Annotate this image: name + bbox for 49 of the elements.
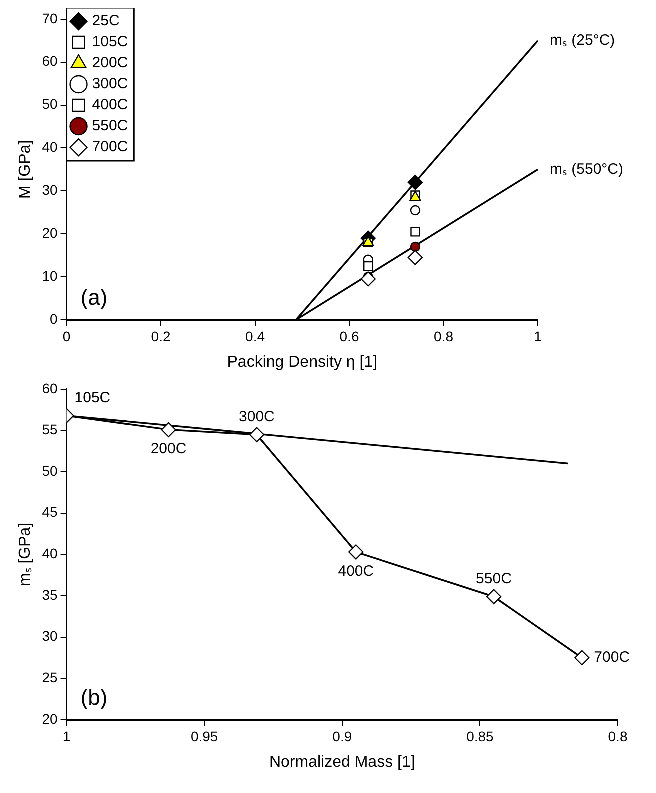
x-axis-title: Packing Density η [1] — [227, 354, 378, 371]
y-tick-label: 70 — [42, 10, 58, 26]
x-tick-label: 0 — [62, 328, 71, 344]
x-tick-label: 0.2 — [151, 328, 171, 344]
y-tick-label: 30 — [42, 628, 58, 644]
y-tick-label: 10 — [42, 268, 58, 284]
x-tick-label: 0.8 — [608, 728, 628, 744]
y-tick-label: 55 — [42, 422, 58, 438]
annotation: (b) — [80, 685, 108, 710]
x-tick-label: 1 — [534, 328, 542, 344]
x-tick-label: 0.95 — [190, 728, 218, 744]
legend-label: 550C — [92, 118, 128, 135]
legend-label: 25C — [92, 12, 120, 30]
y-tick-label: 0 — [50, 310, 58, 327]
y-tick-label: 50 — [42, 462, 58, 479]
y-tick-label: 35 — [42, 586, 58, 603]
annotation: (a) — [80, 285, 108, 310]
annotation: 700C — [594, 649, 630, 666]
y-axis-title: mₛ [GPa] — [17, 522, 34, 587]
y-axis-title: M [GPa] — [17, 140, 34, 200]
y-tick-label: 60 — [42, 53, 58, 70]
legend-label: 400C — [92, 96, 128, 114]
x-axis-title: Normalized Mass [1] — [269, 754, 416, 771]
y-tick-label: 40 — [42, 139, 58, 156]
x-tick-label: 0.6 — [340, 328, 360, 344]
x-tick-label: 0.4 — [246, 328, 266, 344]
y-tick-label: 25 — [42, 670, 58, 686]
y-tick-label: 20 — [42, 224, 58, 241]
y-tick-label: 50 — [42, 96, 58, 112]
y-tick-label: 60 — [42, 380, 58, 396]
y-tick-label: 30 — [42, 182, 58, 198]
legend-label: 300C — [92, 76, 128, 93]
x-tick-label: 0.9 — [332, 728, 352, 744]
annotation: 300C — [239, 408, 276, 426]
legend-label: 700C — [92, 138, 128, 156]
x-tick-label: 1 — [62, 728, 71, 744]
annotation: 200C — [150, 440, 187, 458]
x-tick-label: 0.85 — [466, 728, 494, 744]
x-tick-label: 0.8 — [434, 328, 454, 344]
legend-label: 105C — [92, 34, 128, 51]
y-tick-label: 45 — [42, 504, 58, 520]
annotation: 105C — [74, 389, 111, 406]
y-tick-label: 40 — [42, 546, 58, 562]
annotation: 550C — [476, 570, 512, 588]
annotation: mₛ (550°C) — [550, 160, 624, 178]
y-tick-label: 20 — [42, 710, 58, 727]
annotation: 400C — [338, 562, 374, 580]
annotation: mₛ (25°C) — [550, 32, 616, 50]
legend-label: 200C — [92, 54, 128, 72]
